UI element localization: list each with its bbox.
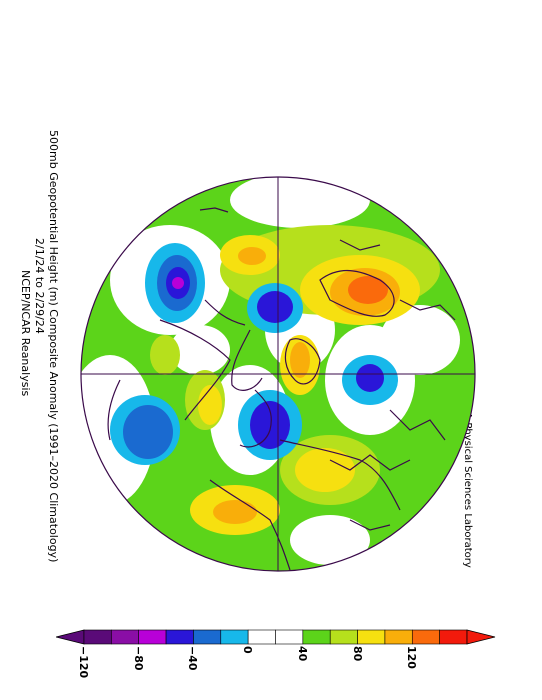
colorbar-tick-label: 80 (350, 646, 364, 662)
colorbar-swatch (193, 629, 222, 645)
colorbar-high-arrow (466, 629, 496, 645)
colorbar-tick-label: −40 (186, 646, 200, 671)
colorbar-swatch (83, 629, 112, 645)
colorbar-tick-label: 120 (405, 646, 419, 669)
colorbar-swatch (357, 629, 386, 645)
positive-anomalies (150, 225, 440, 535)
colorbar-low-arrow (55, 629, 85, 645)
colorbar-tick-label: 40 (295, 646, 309, 662)
negative-anomalies (110, 243, 398, 465)
map-outline (80, 176, 476, 572)
colorbar-swatch (220, 629, 249, 645)
colorbar-swatch (384, 629, 413, 645)
colorbar-swatch (247, 629, 276, 645)
anomaly-map (80, 176, 476, 572)
colorbar-ramp (55, 629, 496, 645)
colorbar-swatch (275, 629, 304, 645)
colorbar-swatch (111, 629, 140, 645)
coastlines (107, 207, 456, 571)
colorbar-swatch (329, 629, 358, 645)
colorbar-swatch (138, 629, 167, 645)
color-legend: −120 −80 −40 0 40 80 120 (55, 626, 496, 678)
colorbar-tick-label: 0 (241, 646, 255, 654)
colorbar-swatch (302, 629, 331, 645)
colorbar-swatch (439, 629, 468, 645)
colorbar-tick-label: −120 (77, 646, 90, 679)
colorbar-tick-label: −80 (131, 646, 145, 671)
colorbar-swatch (411, 629, 440, 645)
colorbar-swatch (165, 629, 194, 645)
